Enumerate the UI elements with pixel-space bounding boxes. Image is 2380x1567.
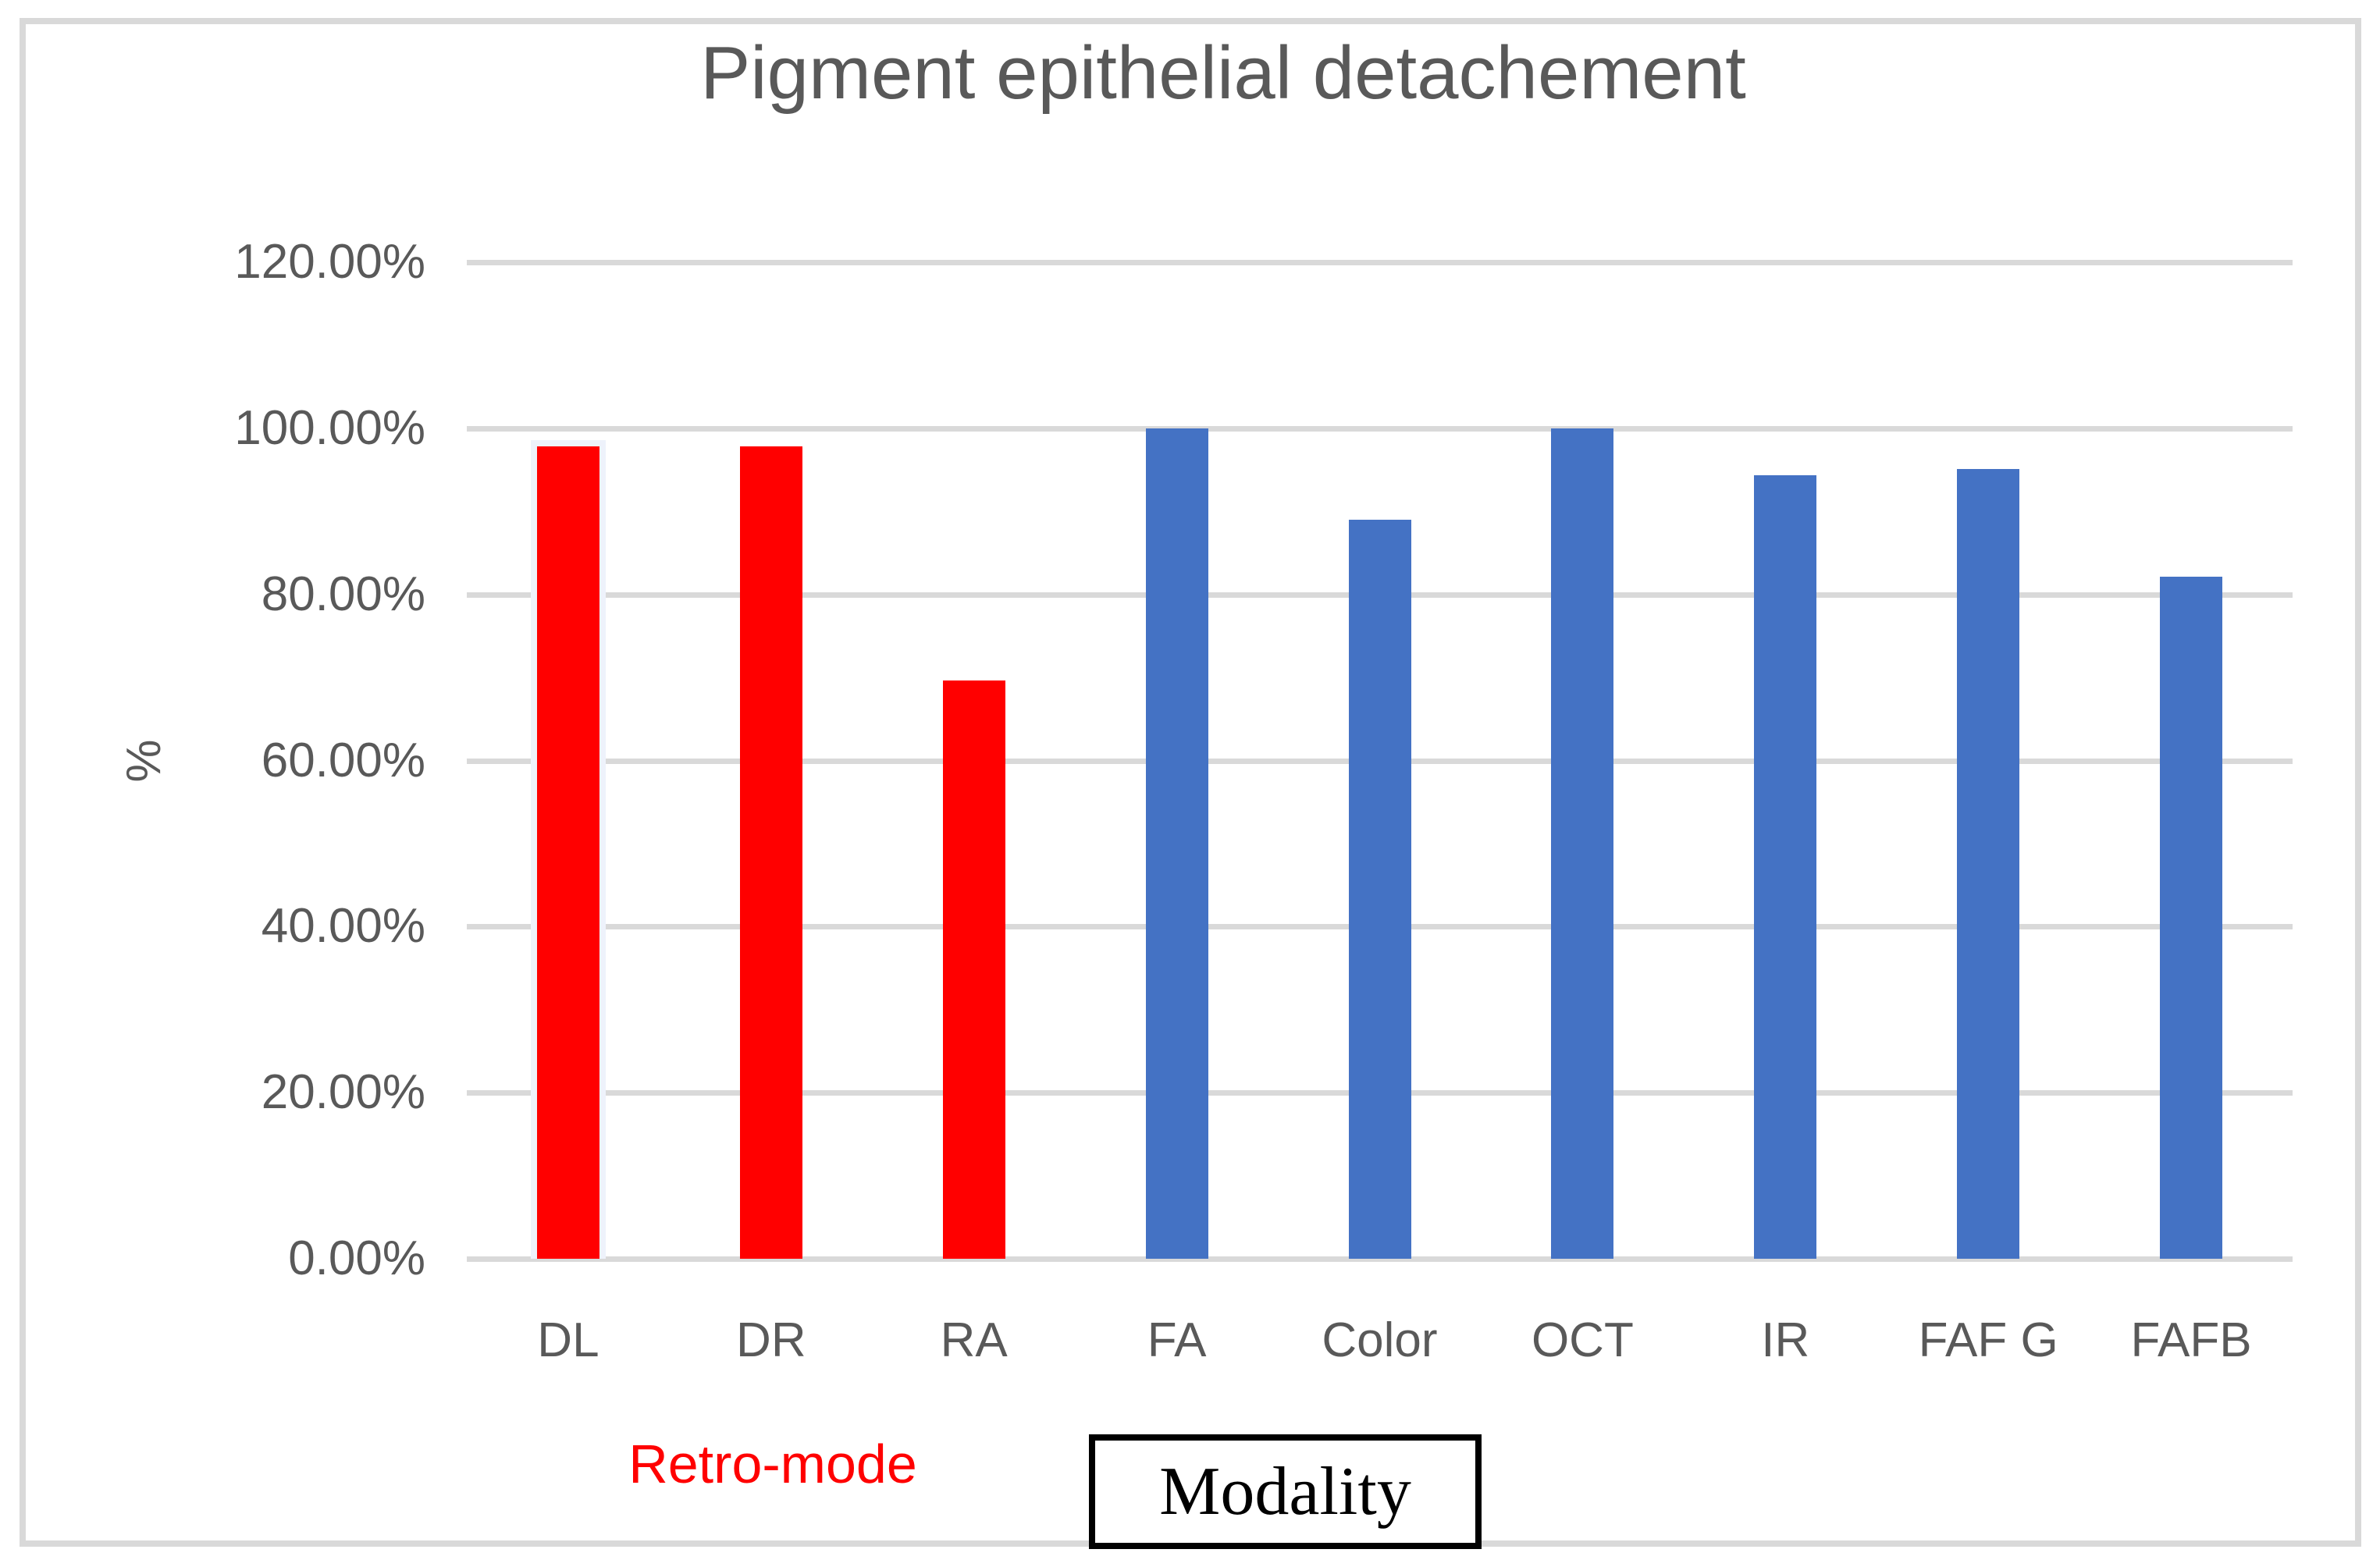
x-axis-category-label: DL: [537, 1313, 599, 1367]
gridline: [467, 425, 2293, 432]
y-axis-tick-label: 40.00%: [261, 899, 425, 954]
x-axis-category-label: RA: [940, 1313, 1008, 1367]
chart-title[interactable]: Pigment epithelial detachement: [700, 31, 1746, 115]
x-axis-category-label: FAF G: [1918, 1313, 2058, 1367]
x-axis-title: Modality: [1159, 1454, 1411, 1530]
x-axis-category-label: DR: [736, 1313, 806, 1367]
y-axis-tick-label: 120.00%: [234, 235, 425, 289]
y-axis-tick-label: 100.00%: [234, 400, 425, 455]
bar-fafb[interactable]: [2160, 577, 2223, 1259]
retro-mode-group-label[interactable]: Retro-mode: [628, 1434, 917, 1494]
bar-dr[interactable]: [739, 446, 802, 1259]
bar-dl[interactable]: [536, 446, 599, 1259]
bar-ir[interactable]: [1754, 475, 1817, 1259]
bar-color[interactable]: [1348, 520, 1411, 1259]
x-axis-category-label: OCT: [1531, 1313, 1634, 1367]
bar-fa[interactable]: [1145, 428, 1208, 1259]
modality-box[interactable]: Modality: [1089, 1434, 1482, 1549]
bar-faf-g[interactable]: [1957, 469, 2020, 1259]
x-axis-category-label: FA: [1147, 1313, 1207, 1367]
x-axis-category-label: FAFB: [2130, 1313, 2252, 1367]
bar-oct[interactable]: [1551, 428, 1614, 1259]
y-axis-tick-label: 0.00%: [288, 1231, 425, 1285]
x-axis-line: [467, 1256, 2293, 1262]
y-axis-tick-label: 20.00%: [261, 1065, 425, 1120]
y-axis-tick-label: 80.00%: [261, 567, 425, 621]
x-axis-category-label: Color: [1322, 1313, 1438, 1367]
bar-ra[interactable]: [942, 680, 1005, 1259]
x-axis-category-label: IR: [1761, 1313, 1810, 1367]
y-axis-tick-label: 60.00%: [261, 733, 425, 787]
gridline: [467, 260, 2293, 265]
